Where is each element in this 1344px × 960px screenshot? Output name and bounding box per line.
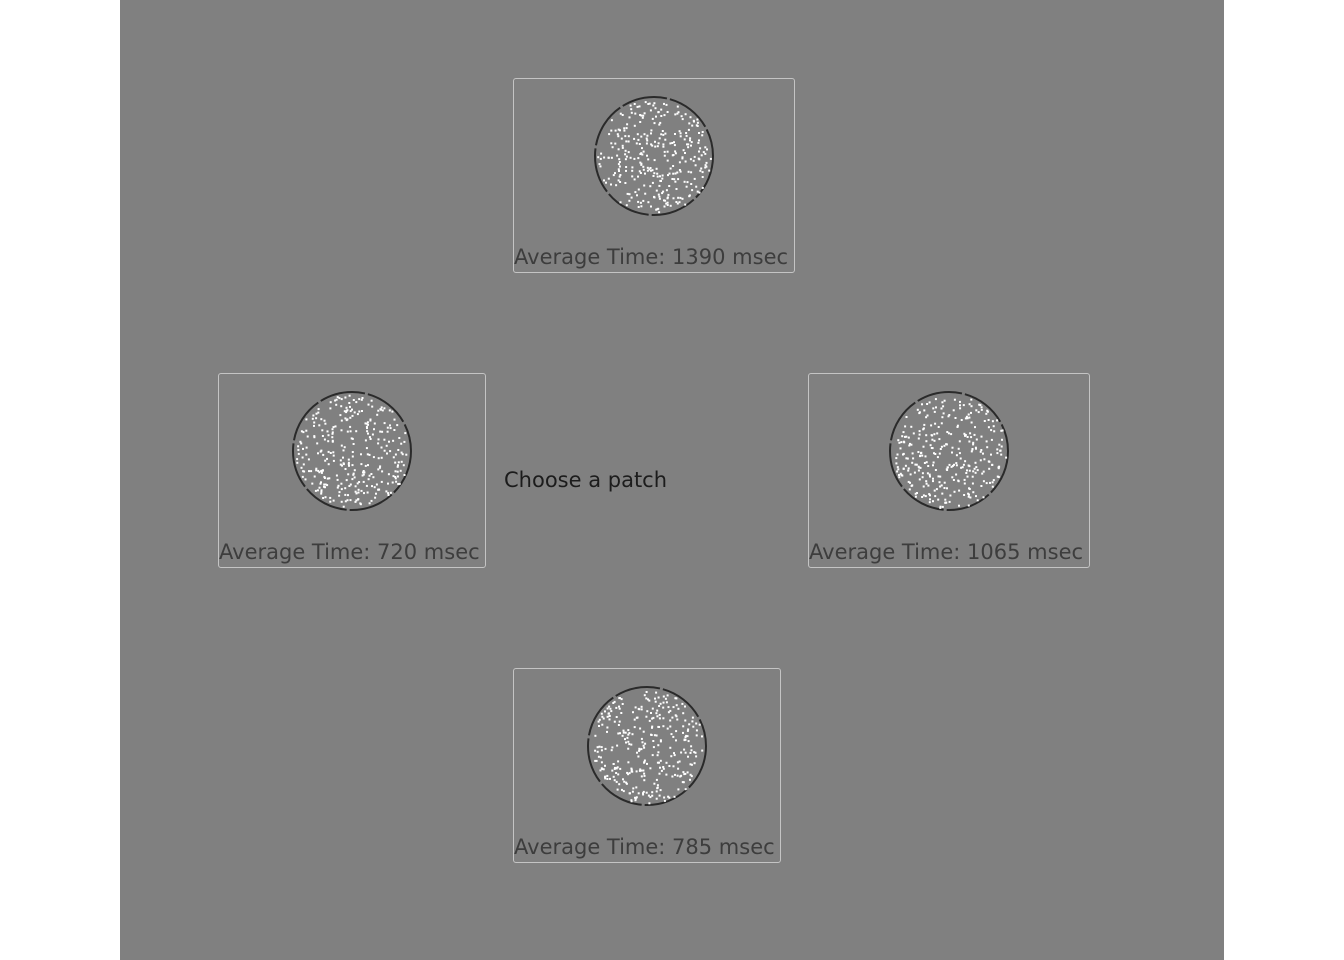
dot-patch-top-icon: [594, 96, 714, 216]
patch-left-option[interactable]: Average Time: 720 msec: [218, 373, 486, 568]
average-time-label-left: Average Time: 720 msec: [219, 540, 480, 564]
average-time-label-top: Average Time: 1390 msec: [514, 245, 789, 269]
average-time-label-bottom: Average Time: 785 msec: [514, 835, 775, 859]
average-time-label-right: Average Time: 1065 msec: [809, 540, 1084, 564]
patch-bottom-option[interactable]: Average Time: 785 msec: [513, 668, 781, 863]
patch-top-option[interactable]: Average Time: 1390 msec: [513, 78, 795, 273]
task-screen: Average Time: 1390 msec Average Time: 72…: [120, 0, 1224, 960]
choose-patch-prompt: Choose a patch: [504, 468, 668, 492]
patch-right-option[interactable]: Average Time: 1065 msec: [808, 373, 1090, 568]
dot-patch-bottom-icon: [587, 686, 707, 806]
dot-patch-right-icon: [889, 391, 1009, 511]
dot-patch-left-icon: [292, 391, 412, 511]
